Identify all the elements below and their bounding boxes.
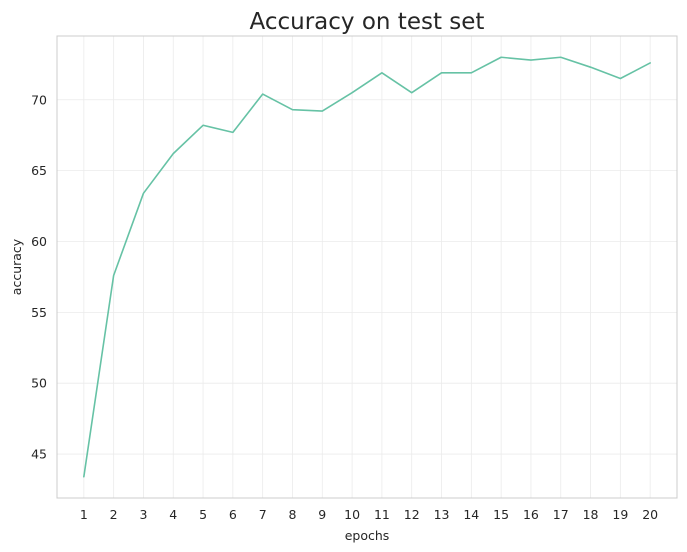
x-tick-label: 13 — [434, 507, 450, 522]
x-tick-label: 12 — [404, 507, 420, 522]
series — [83, 56, 651, 478]
x-tick-label: 11 — [374, 507, 390, 522]
x-tick-label: 1 — [80, 507, 88, 522]
x-tick-label: 15 — [493, 507, 509, 522]
x-tick-label: 3 — [139, 507, 147, 522]
x-tick-label: 19 — [612, 507, 628, 522]
tick-labels: 1 2 3 4 5 6 7 8 9 10 11 12 13 14 15 16 17 18 19 20455055606… — [31, 92, 658, 522]
x-tick-label: 14 — [463, 507, 479, 522]
x-tick-label: 8 — [289, 507, 297, 522]
chart-title: Accuracy on test set — [250, 9, 485, 35]
x-tick-label: 4 — [169, 507, 177, 522]
x-tick-label: 17 — [553, 507, 569, 522]
x-tick-label: 5 — [199, 507, 207, 522]
y-tick-label: 45 — [31, 447, 47, 462]
plot-frame — [56, 35, 678, 499]
x-tick-label: 20 — [642, 507, 658, 522]
x-tick-label: 10 — [344, 507, 360, 522]
y-tick-label: 50 — [31, 376, 47, 391]
x-tick-label: 6 — [229, 507, 237, 522]
grid — [57, 36, 677, 498]
series-line-0 — [83, 56, 651, 478]
x-tick-label: 7 — [259, 507, 267, 522]
y-axis-label: accuracy — [9, 238, 24, 295]
x-tick-label: 18 — [583, 507, 599, 522]
x-tick-label: 9 — [318, 507, 326, 522]
y-tick-label: 65 — [31, 163, 47, 178]
y-tick-label: 55 — [31, 305, 47, 320]
x-tick-label: 2 — [110, 507, 118, 522]
y-tick-label: 60 — [31, 234, 47, 249]
y-tick-label: 70 — [31, 92, 47, 107]
x-axis-label: epochs — [345, 528, 390, 543]
x-tick-label: 16 — [523, 507, 539, 522]
